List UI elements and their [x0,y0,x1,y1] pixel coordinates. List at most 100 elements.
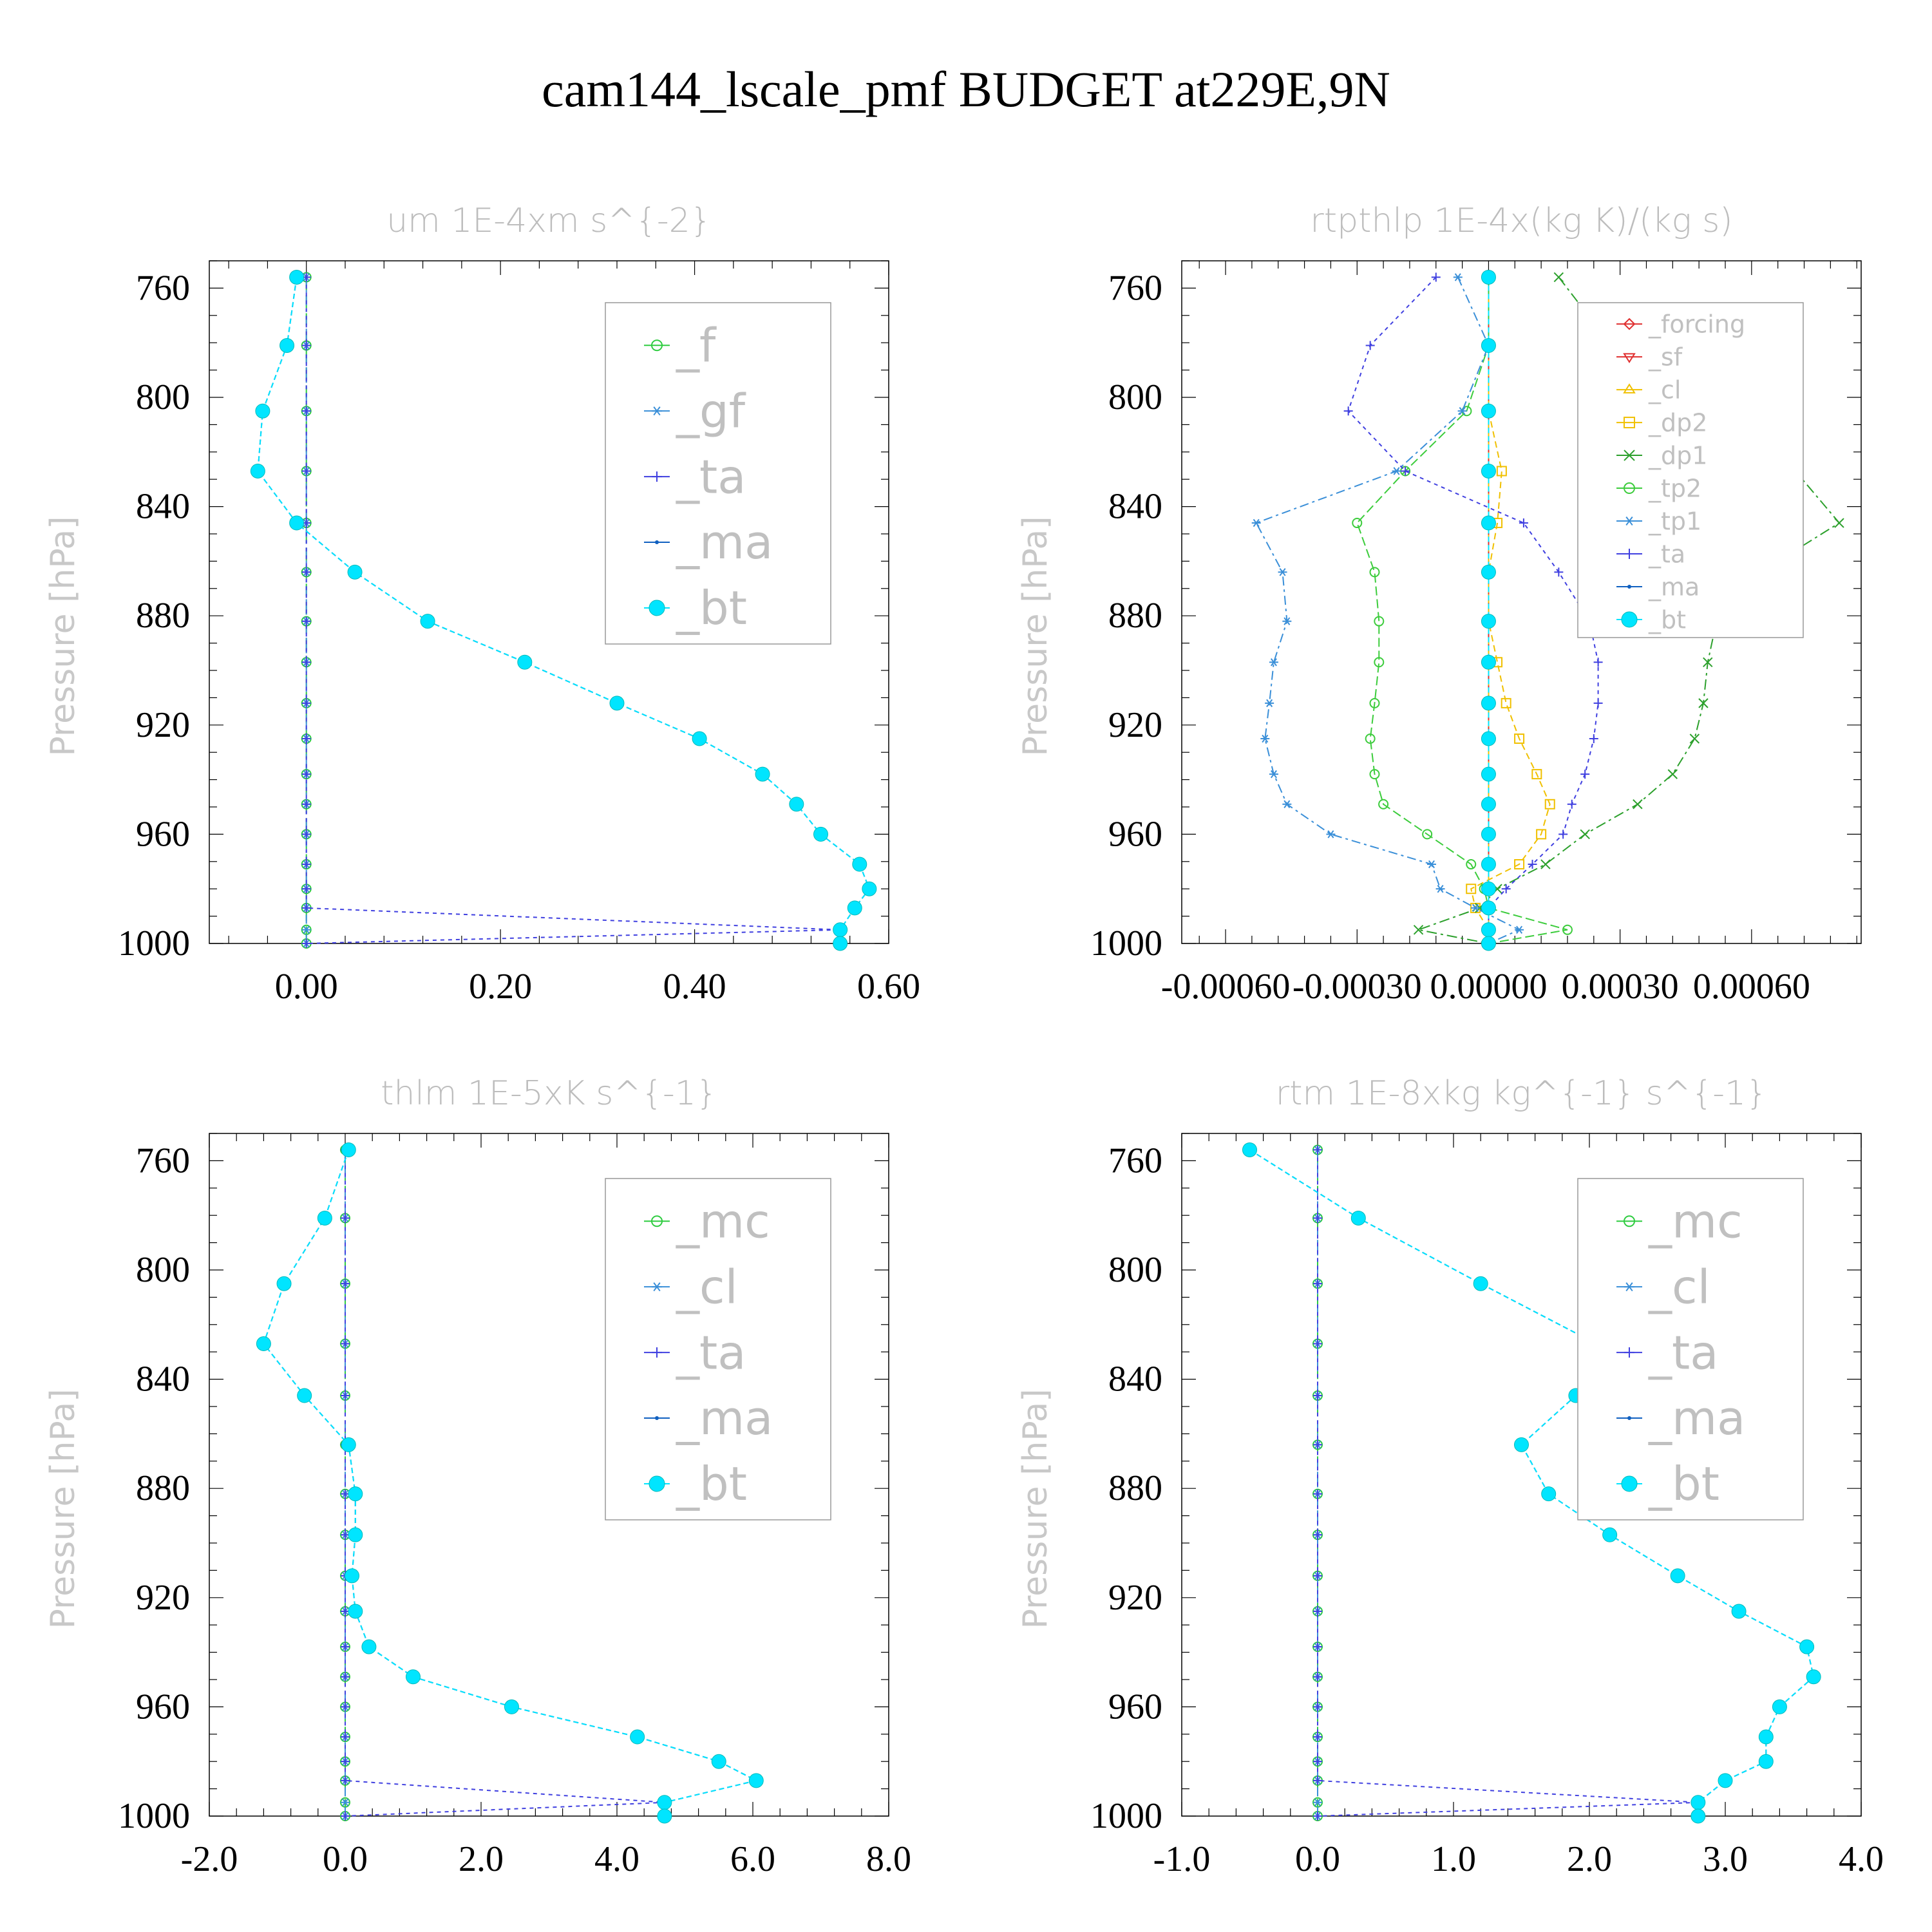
legend-entry: _cl [1616,375,1681,404]
x-tick-label: 0.00000 [1430,967,1547,1007]
data-point [833,922,848,938]
data-point [833,936,848,951]
data-point [852,857,867,872]
series-tp1 [1251,273,1524,948]
data-point [1481,826,1496,842]
x-tick-label: 1.0 [1431,1839,1476,1879]
series-bt [250,269,877,951]
legend-label: _cl [676,1260,738,1314]
data-point [1313,1279,1322,1289]
legend-box [1577,302,1804,638]
plot-frame [209,260,889,944]
legend-entry: _gf [644,384,746,438]
data-point [1514,859,1525,870]
y-tick-label: 1000 [118,923,190,963]
data-point [609,696,625,711]
data-point [297,1388,312,1403]
x-tick-label: -0.00060 [1161,967,1291,1007]
data-point [1633,799,1643,810]
data-point [1690,1795,1706,1810]
y-tick-label: 760 [1108,268,1162,308]
data-point [1580,829,1590,840]
data-point [301,860,311,869]
data-point [1528,860,1537,869]
legend-label: _ta [676,450,746,504]
data-point [1365,734,1376,744]
data-point [301,939,311,948]
legend-label: _ta [676,1325,746,1379]
data-point [341,1339,350,1349]
x-tick-label: 0.60 [857,967,920,1007]
legend: _mc _cl _ta _ma _bt [605,1178,831,1520]
legend-box [605,1178,831,1520]
data-point [630,1729,645,1745]
data-point [1593,698,1603,708]
legend-label: _sf [1648,343,1683,371]
data-point [406,1669,421,1685]
data-point [301,567,311,577]
legend-label: _tp2 [1648,474,1701,502]
y-tick-label: 880 [136,1468,190,1508]
data-point [1369,697,1380,708]
data-point [250,463,265,478]
data-point [345,1568,360,1584]
y-tick-label: 880 [1108,596,1162,636]
legend-entry: _ta [644,450,746,504]
y-tick-label: 960 [1108,1687,1162,1727]
data-point [279,337,295,353]
x-tick-label: -1.0 [1153,1839,1211,1879]
data-point [1689,734,1700,744]
legend-label: _dp1 [1648,441,1707,469]
data-point [1265,699,1274,708]
series-ta [1313,1145,1703,1821]
y-axis-label: Pressure [hPa] [1016,1389,1055,1629]
legend-entry: _mc [644,1194,770,1248]
data-point [420,614,435,629]
legend-entry: _cl [644,1260,738,1314]
legend-entry: _tp2 [1616,474,1701,502]
data-point [1515,925,1524,934]
x-tick-label: 0.00060 [1693,967,1810,1007]
legend-entry: _ta [1616,1325,1718,1379]
y-tick-label: 760 [136,1141,190,1180]
data-point [341,1757,350,1766]
data-point [289,515,305,531]
legend-label: _dp2 [1648,408,1707,437]
legend-label: _gf [676,384,746,438]
series-tp2 [1352,272,1573,949]
data-point [1313,1672,1322,1681]
data-point [1481,403,1496,419]
y-tick-label: 920 [1108,705,1162,745]
data-point [1350,1210,1366,1226]
panels: um 1E-4xm s^{-2} Pressure [hPa] 760 800 840 8… [44,202,1884,1879]
data-point [813,826,828,842]
data-point [1313,1571,1322,1580]
data-point [1540,859,1551,869]
x-tick-label: 0.20 [469,967,532,1007]
legend-label: _ta [1648,1325,1718,1379]
data-point [748,1773,764,1788]
plot-frame [1181,1133,1862,1817]
data-point [341,1702,350,1712]
panel-title: um 1E-4xm s^{-2} [386,202,712,240]
data-point [517,654,533,670]
data-point [1806,1669,1821,1685]
y-tick-label: 880 [136,596,190,636]
data-point [504,1699,519,1714]
data-point [341,1391,350,1401]
data-point [1667,769,1678,779]
panel-title: thlm 1E-5xK s^{-1} [381,1074,717,1113]
legend-entry: _ma [1616,573,1700,601]
legend-entry: _mc [1616,1194,1743,1248]
data-point [1481,515,1496,531]
legend-entry: _bt [644,1457,747,1511]
data-point [1718,1773,1733,1788]
x-tick-label: 0.40 [663,967,726,1007]
legend-entry: _cl [1616,1260,1710,1314]
x-tick-label: -2.0 [181,1839,238,1879]
data-point [301,903,311,913]
series-line [1470,277,1551,943]
legend-entry: _bt [644,581,747,635]
data-point [1352,518,1363,529]
x-tick-label: 4.0 [1839,1839,1884,1879]
